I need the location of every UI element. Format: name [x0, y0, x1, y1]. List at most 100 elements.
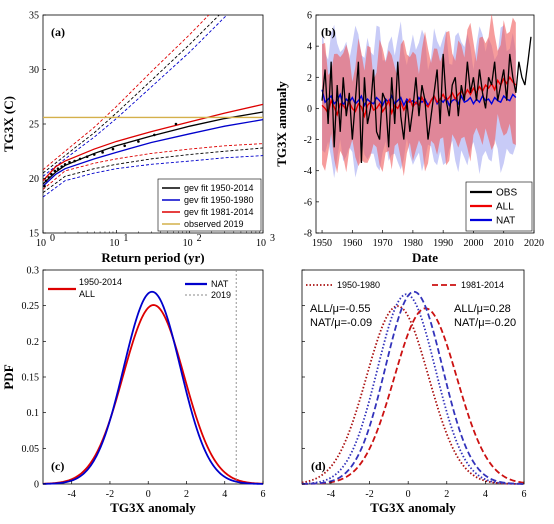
panel-d-xtick-label: 0: [406, 489, 411, 500]
panel-a-ylabel: TG3X (C): [1, 96, 16, 152]
panel-d-pdf-curve: [301, 307, 525, 485]
panel-a-point: [44, 179, 48, 182]
panel-d-annotation: NAT/μ=-0.20: [454, 317, 516, 329]
panel-c-ytick-label: 0: [34, 480, 39, 491]
panel-d-legend-label: 1981-2014: [461, 280, 504, 290]
panel-b-xtick-label: 1970: [373, 238, 393, 249]
panel-b-xtick-label: 2020: [524, 238, 544, 249]
panel-c-legend-label: 1950-2014: [79, 277, 122, 287]
panel-a-xtick-label: 10: [36, 238, 46, 249]
panel-a-return-period-chart: 15 20 25 30 35 10 0 10 1 10 2 10 3 (a) gev fit 1950-…: [1, 11, 275, 266]
panel-a-point: [123, 144, 126, 148]
panel-d-plot-area: [301, 269, 525, 485]
panel-c-xtick-label: -2: [106, 489, 114, 500]
panel-a-ytick-label: 20: [29, 174, 39, 185]
panel-d-xtick-label: 6: [522, 489, 527, 500]
panel-c-ytick-label: 0.2: [27, 337, 40, 348]
panel-d-legend: 1950-1980 1981-2014: [306, 280, 504, 290]
panel-c-xtick-label: 0: [146, 489, 151, 500]
panel-a-ytick-label: 25: [29, 120, 39, 131]
panel-b-ytick-label: -6: [304, 197, 312, 208]
panel-b-xtick-label: 2010: [494, 238, 514, 249]
panel-a-confidence-line: [43, 15, 228, 177]
panel-a-xtick-exponent: 0: [50, 233, 55, 244]
panel-a-point: [92, 153, 96, 156]
panel-c-legend-label: NAT: [211, 279, 229, 289]
panel-b-ytick-label: 4: [307, 42, 312, 53]
panel-c-ytick-label: 0.3: [27, 266, 40, 277]
panel-d-xtick-label: -2: [365, 489, 373, 500]
panel-b-ytick-label: 0: [307, 104, 312, 115]
panel-b-ytick-label: 6: [307, 11, 312, 22]
panel-d-xlabel: TG3X anomaly: [370, 500, 456, 515]
panel-a-confidence-line: [43, 15, 210, 171]
panel-a-point: [174, 122, 178, 126]
panel-b-label: (b): [321, 25, 336, 39]
panel-c-xtick-label: 4: [222, 489, 227, 500]
panel-c-legend-sublabel: ALL: [79, 289, 95, 299]
panel-a-legend-label: gev fit 1950-1980: [184, 195, 254, 205]
panel-a-xtick-exponent: 1: [123, 233, 128, 244]
panel-b-legend-label: OBS: [496, 188, 517, 199]
panel-d-pdf-curve: [301, 290, 525, 485]
panel-c-pdf-curve: [42, 290, 264, 485]
panel-d-pdf-curve: [301, 305, 525, 485]
panel-d-pdf-chart: -4 -2 0 2 4 6 (d) 1950-1980 1981-2014 ALL/μ=-0…: [301, 269, 527, 515]
panel-a-label: (a): [51, 25, 65, 39]
panel-b-legend: OBS ALL NAT: [465, 181, 533, 232]
panel-a-series-line: [43, 103, 263, 182]
panel-b-xtick-label: 2000: [463, 238, 483, 249]
panel-c-plot-area: [42, 269, 264, 485]
panel-a-series-line: [43, 111, 263, 185]
panel-a-xtick-exponent: 3: [270, 233, 275, 244]
panel-a-point: [50, 172, 53, 176]
panel-a-point: [153, 133, 156, 137]
panel-b-timeseries-chart: -8 -6 -4 -2 0 2 4 6 1950 1960 1970 1980 1990 2000 2010…: [274, 11, 544, 266]
panel-b-xtick-label: 1950: [312, 238, 332, 249]
panel-a-xtick-label: 10: [183, 238, 193, 249]
panel-a-legend-label: gev fit 1950-2014: [184, 183, 254, 193]
panel-b-legend-label: NAT: [496, 216, 515, 227]
panel-a-point: [63, 163, 67, 166]
panel-d-xtick-label: 2: [444, 489, 449, 500]
panel-a-point: [137, 140, 140, 143]
panel-a-ytick-label: 30: [29, 65, 39, 76]
panel-b-all-band: [322, 15, 516, 177]
panel-a-point: [85, 155, 89, 158]
panel-c-xtick-label: 6: [261, 489, 266, 500]
panel-a-legend-label: gev fit 1981-2014: [184, 207, 254, 217]
panel-c-pdf-curve: [42, 304, 264, 485]
panel-a-point: [56, 167, 60, 170]
panel-c-pdf-chart: 0 0.05 0.1 0.15 0.2 0.25 0.3 -4 -2 0 2 4 6 (c) 1950-…: [1, 266, 266, 516]
panel-b-xtick-label: 1980: [403, 238, 423, 249]
panel-a-xtick-label: 10: [109, 238, 119, 249]
panel-a-point: [68, 160, 71, 164]
panel-b-ylabel: TG3X anomaly: [274, 81, 289, 167]
panel-a-xtick-exponent: 2: [197, 233, 202, 244]
panel-a-point: [43, 184, 46, 188]
panel-c-ytick-label: 0.1: [27, 408, 40, 419]
panel-a-confidence-line: [43, 15, 220, 174]
panel-b-xtick-label: 1960: [342, 238, 362, 249]
panel-d-annotation: ALL/μ=0.28: [454, 303, 511, 315]
panel-c-ytick-label: 0.15: [22, 373, 40, 384]
panel-a-point: [47, 176, 51, 179]
panel-d-legend-label: 1950-1980: [337, 280, 380, 290]
panel-d-annotation: ALL/μ=-0.55: [310, 303, 370, 315]
panel-a-confidence-line: [43, 155, 263, 198]
panel-a-xtick-label: 10: [256, 238, 266, 249]
panel-d-xtick-label: -4: [327, 489, 335, 500]
panel-c-ylabel: PDF: [1, 364, 16, 389]
panel-b-ytick-label: -8: [304, 229, 312, 240]
panel-c-xtick-label: -4: [68, 489, 76, 500]
panel-c-ytick-label: 0.25: [22, 301, 40, 312]
panel-a-series-line: [43, 118, 263, 187]
panel-b-ytick-label: -4: [304, 166, 312, 177]
panel-a-confidence-line: [43, 147, 263, 194]
panel-c-ytick-label: 0.05: [22, 444, 40, 455]
panel-b-obs-line: [321, 36, 532, 163]
panel-b-xtick-label: 1990: [433, 238, 453, 249]
panel-a-point: [78, 157, 82, 161]
